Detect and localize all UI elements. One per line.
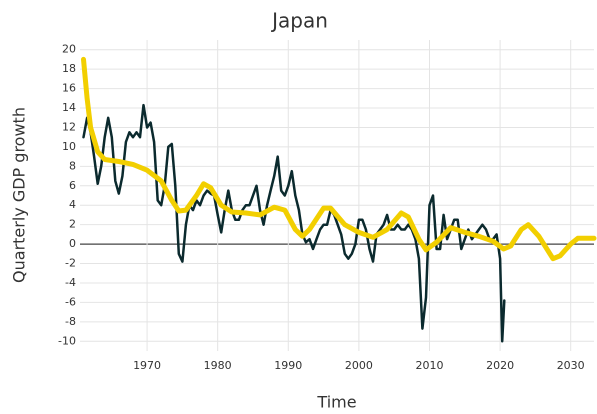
series-line [82, 103, 506, 343]
series-line [81, 56, 597, 262]
y-tick-label: 20 [62, 43, 76, 56]
x-tick-label: 2000 [345, 359, 373, 372]
y-axis-label: Quarterly GDP growth [10, 107, 29, 283]
x-tick-label: 1990 [274, 359, 302, 372]
x-axis-label: Time [316, 393, 356, 412]
y-tick-label: 6 [69, 179, 76, 192]
y-tick-label: 0 [69, 237, 76, 250]
x-tick-label: 2020 [486, 359, 514, 372]
y-tick-label: 14 [62, 101, 76, 114]
y-tick-label: 12 [62, 120, 76, 133]
y-tick-label: 18 [62, 62, 76, 75]
y-tick-label: 2 [69, 218, 76, 231]
y-tick-label: 16 [62, 82, 76, 95]
y-tick-label: -6 [65, 295, 76, 308]
y-tick-label: 8 [69, 159, 76, 172]
chart-title: Japan [270, 9, 328, 33]
x-tick-label: 1970 [133, 359, 161, 372]
y-tick-label: 10 [62, 140, 76, 153]
x-tick-label: 1980 [204, 359, 232, 372]
x-tick-label: 2010 [415, 359, 443, 372]
y-tick-label: -2 [65, 257, 76, 270]
y-tick-label: -4 [65, 276, 76, 289]
y-tick-label: -8 [65, 315, 76, 328]
y-tick-label: -10 [58, 334, 76, 347]
x-tick-label: 2030 [557, 359, 585, 372]
y-tick-label: 4 [69, 198, 76, 211]
